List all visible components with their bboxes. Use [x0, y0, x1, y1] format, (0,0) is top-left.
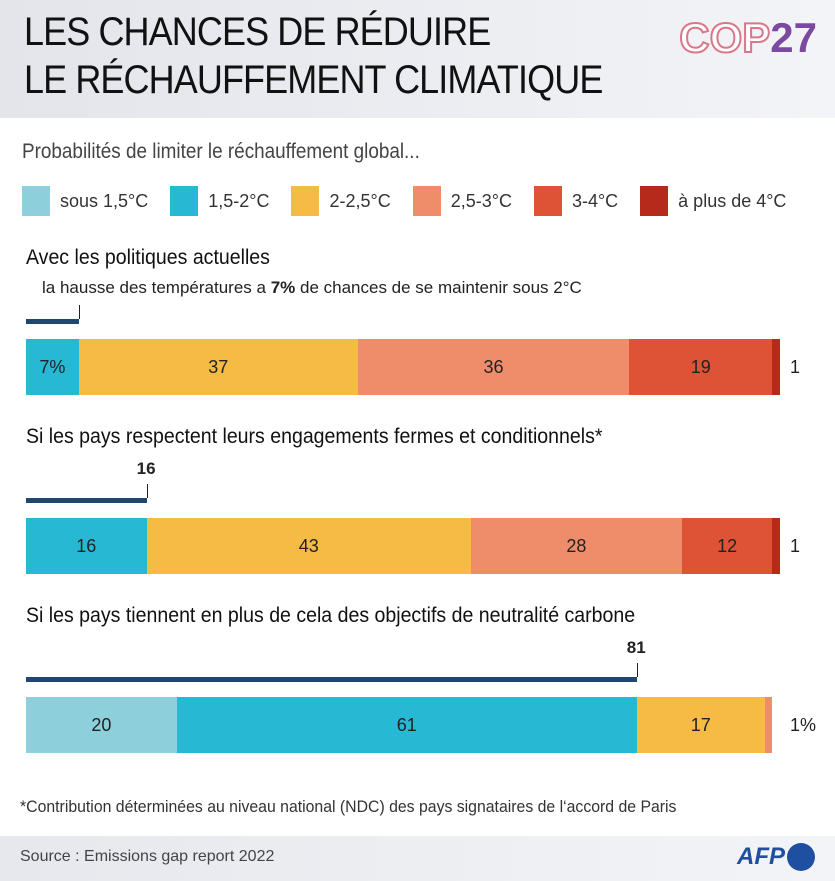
- bar-segment-2-2,5°C: 17: [636, 697, 765, 753]
- cop27-logo: COP27: [678, 13, 817, 62]
- under-2c-label: 16: [136, 459, 156, 478]
- note-text: de chances de se maintenir sous 2°C: [295, 278, 582, 297]
- under-2c-tick: [146, 484, 148, 498]
- legend-label: 1,5-2°C: [208, 190, 270, 211]
- footer: [0, 836, 835, 881]
- bar-segment-2-2,5°C: 37: [78, 339, 358, 395]
- note-bold: 7%: [270, 278, 296, 297]
- bar-segment-3-4°C: 19: [629, 339, 773, 395]
- scenario-title: Si les pays respectent leurs engagements…: [26, 425, 603, 448]
- subtitle: Probabilités de limiter le réchauffement…: [22, 140, 420, 163]
- bar-segment-1,5-2°C: 16: [26, 518, 147, 574]
- note-text: la hausse des températures a: [42, 278, 271, 297]
- source: Source : Emissions gap report 2022: [20, 848, 275, 865]
- scenario-note: la hausse des températures a 7% de chanc…: [42, 278, 582, 298]
- stacked-bar: 16 43 28 12: [26, 518, 780, 574]
- under-2c-line: [26, 319, 79, 324]
- legend-swatch: [170, 186, 199, 216]
- legend-item: 1,5-2°C: [170, 186, 269, 216]
- bar-segment-3-4°C: 12: [681, 518, 773, 574]
- stacked-bar: 20 61 17: [26, 697, 780, 753]
- afp-logo-text: AFP: [737, 843, 785, 870]
- bar-segment-1,5-2°C: 7%: [26, 339, 79, 395]
- under-2c-label: 81: [626, 638, 646, 657]
- header: [0, 0, 835, 118]
- bar-segment-à plus de 4°C: [772, 339, 780, 395]
- under-2c-tick: [636, 663, 638, 677]
- bar-segment-à plus de 4°C: [772, 518, 780, 574]
- cop-logo-text: COP: [678, 13, 771, 62]
- legend-label: à plus de 4°C: [678, 190, 787, 211]
- title-line-2: LE RÉCHAUFFEMENT CLIMATIQUE: [24, 58, 603, 102]
- scenario-title: Si les pays tiennent en plus de cela des…: [26, 604, 636, 627]
- legend-swatch: [22, 186, 50, 216]
- footnote: *Contribution déterminées au niveau nati…: [20, 797, 677, 816]
- legend-item: 3-4°C: [533, 186, 619, 216]
- legend-item: 2,5-3°C: [412, 186, 512, 216]
- legend-swatch: [291, 186, 320, 216]
- legend: sous 1,5°C 1,5-2°C 2-2,5°C 2,5-3°C 3-4°C à pl…: [22, 186, 808, 216]
- legend-swatch: [533, 186, 562, 216]
- bar-segment-2,5-3°C: [764, 697, 773, 753]
- cop-logo-number: 27: [770, 14, 817, 61]
- end-label: 1%: [790, 715, 817, 735]
- title-line-1: LES CHANCES DE RÉDUIRE: [24, 10, 491, 54]
- bar-segment-2,5-3°C: 28: [470, 518, 682, 574]
- legend-item: 2-2,5°C: [291, 186, 391, 216]
- legend-label: 2-2,5°C: [329, 190, 391, 211]
- bar-segment-2-2,5°C: 43: [146, 518, 471, 574]
- end-label: 1: [790, 357, 801, 377]
- legend-swatch: [640, 186, 669, 216]
- legend-label: 3-4°C: [571, 190, 619, 211]
- legend-label: 2,5-3°C: [450, 190, 512, 211]
- bar-segment-1,5-2°C: 61: [176, 697, 637, 753]
- scenario-title: Avec les politiques actuelles: [26, 246, 270, 269]
- stacked-bar: 7% 37 36 19: [26, 339, 780, 395]
- legend-item: à plus de 4°C: [640, 186, 786, 216]
- afp-circle-icon: [787, 843, 815, 871]
- under-2c-line: [26, 498, 147, 503]
- legend-item: sous 1,5°C: [22, 186, 148, 216]
- afp-logo: AFP: [737, 843, 815, 871]
- legend-label: sous 1,5°C: [60, 190, 149, 211]
- bar-segment-2,5-3°C: 36: [357, 339, 630, 395]
- under-2c-tick: [78, 305, 80, 319]
- under-2c-line: [26, 677, 637, 682]
- end-label: 1: [790, 536, 801, 556]
- legend-swatch: [412, 186, 441, 216]
- bar-segment-sous 1,5°C: 20: [26, 697, 177, 753]
